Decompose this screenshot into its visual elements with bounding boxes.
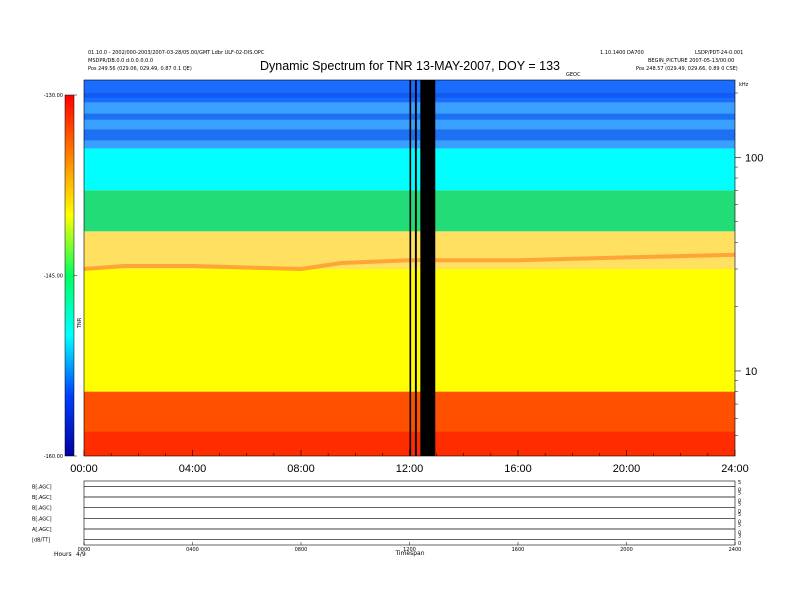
x-tick-label: 08:00	[287, 463, 315, 475]
spectrogram	[83, 80, 736, 456]
x-tick-label: 00:00	[70, 463, 98, 475]
header-left-line3: Pos 249.56 (029.06, 029.49, 0.87 0.1 QE)	[88, 66, 192, 72]
chart-title: Dynamic Spectrum for TNR 13-MAY-2007, DO…	[260, 59, 560, 73]
lower-x-tick-label: 2000	[620, 547, 633, 553]
y-axis-right: 100 10	[735, 92, 763, 436]
emission-line	[83, 252, 736, 271]
y-right-tick-label: 10	[745, 366, 757, 378]
lower-series-label: [dB/TT]	[32, 538, 50, 544]
lower-x-tick-label: 1200	[403, 547, 416, 553]
lower-left-label: Hours	[54, 551, 72, 558]
lower-right-tick-label: 3	[738, 533, 741, 539]
lower-frame	[83, 480, 736, 546]
lower-series-label: B[,AGC]	[32, 506, 52, 512]
lower-right-tick-label: 0	[738, 509, 741, 515]
lower-right-tick-label: 5	[738, 523, 741, 529]
lower-right-tick-label: 0	[738, 530, 741, 536]
lower-right-tick-label: 0	[738, 488, 741, 494]
lower-series-label: B[,AGC]	[32, 516, 52, 522]
lower-series-label: B[,AGC]	[32, 484, 52, 490]
x-tick-label: 04:00	[179, 463, 207, 475]
lower-right-tick-label: 0	[738, 498, 741, 504]
data-gap	[414, 80, 417, 456]
x-axis: 00:00 04:00 08:00 12:00 16:00 20:00 24:00	[70, 450, 749, 475]
colorbar-tick-label: -130.00	[44, 93, 63, 99]
lower-x-tick-label: 0000	[78, 547, 91, 553]
lower-x-tick-label: 0800	[295, 547, 308, 553]
lower-right-tick-label: 5	[738, 512, 741, 518]
x-tick-label: 20:00	[613, 463, 641, 475]
housekeeping-panel: B[,AGC]50B[,AGC]50B[,AGC]50B[,AGC]50A[,A…	[32, 480, 741, 553]
colorbar-tick-label: -160.00	[44, 454, 63, 460]
data-gap	[409, 80, 412, 456]
y-right-unit-label: kHz	[739, 82, 749, 88]
lower-right-tick-label: 5	[738, 491, 741, 497]
colorbar: -130.00 -145.00 -160.00 TNR	[44, 93, 83, 460]
header-right-line2: LSDP/PDT-24-0.001	[695, 50, 743, 56]
x-tick-label: 24:00	[721, 463, 749, 475]
header-left-line1: 01.10.0 - 2002/000-2003/2007-03-28/05.00…	[88, 50, 265, 56]
colorbar-label: TNR	[77, 317, 83, 329]
lower-x-tick-label: 1600	[512, 547, 525, 553]
x-tick-label: 16:00	[504, 463, 532, 475]
header-right-line4: Pos 248.57 (029.49, 029.66, 0.89 0 CSE)	[636, 66, 738, 72]
lower-x-tick-label: 0400	[186, 547, 199, 553]
lower-right-tick-label: 5	[738, 501, 741, 507]
colorbar-tick-label: -145.00	[44, 274, 63, 280]
colorbar-gradient	[64, 94, 75, 457]
lower-right-tick-label: 5	[738, 480, 741, 486]
lower-series-label: A[,AGC]	[32, 527, 52, 533]
x-tick-label: 12:00	[396, 463, 424, 475]
lower-right-tick-label: 0	[738, 541, 741, 547]
header-left-line2: MSDPR/DB.0.0 d:0.0.0.0.0	[88, 58, 153, 64]
header-right-line3: BEGIN_PICTURE 2007-05-13/00:00	[648, 58, 734, 64]
header-right-line1: 1.10.1400 DA700	[600, 50, 644, 56]
header-right-unit: GEOC	[566, 72, 581, 78]
lower-left-value: 4/9	[76, 551, 86, 558]
lower-right-tick-label: 0	[738, 520, 741, 526]
lower-x-label: Timespan	[394, 550, 424, 557]
data-gap	[420, 80, 436, 456]
lower-x-tick-label: 2400	[729, 547, 742, 553]
lower-series-label: B[,AGC]	[32, 495, 52, 501]
y-right-tick-label: 100	[745, 152, 763, 164]
